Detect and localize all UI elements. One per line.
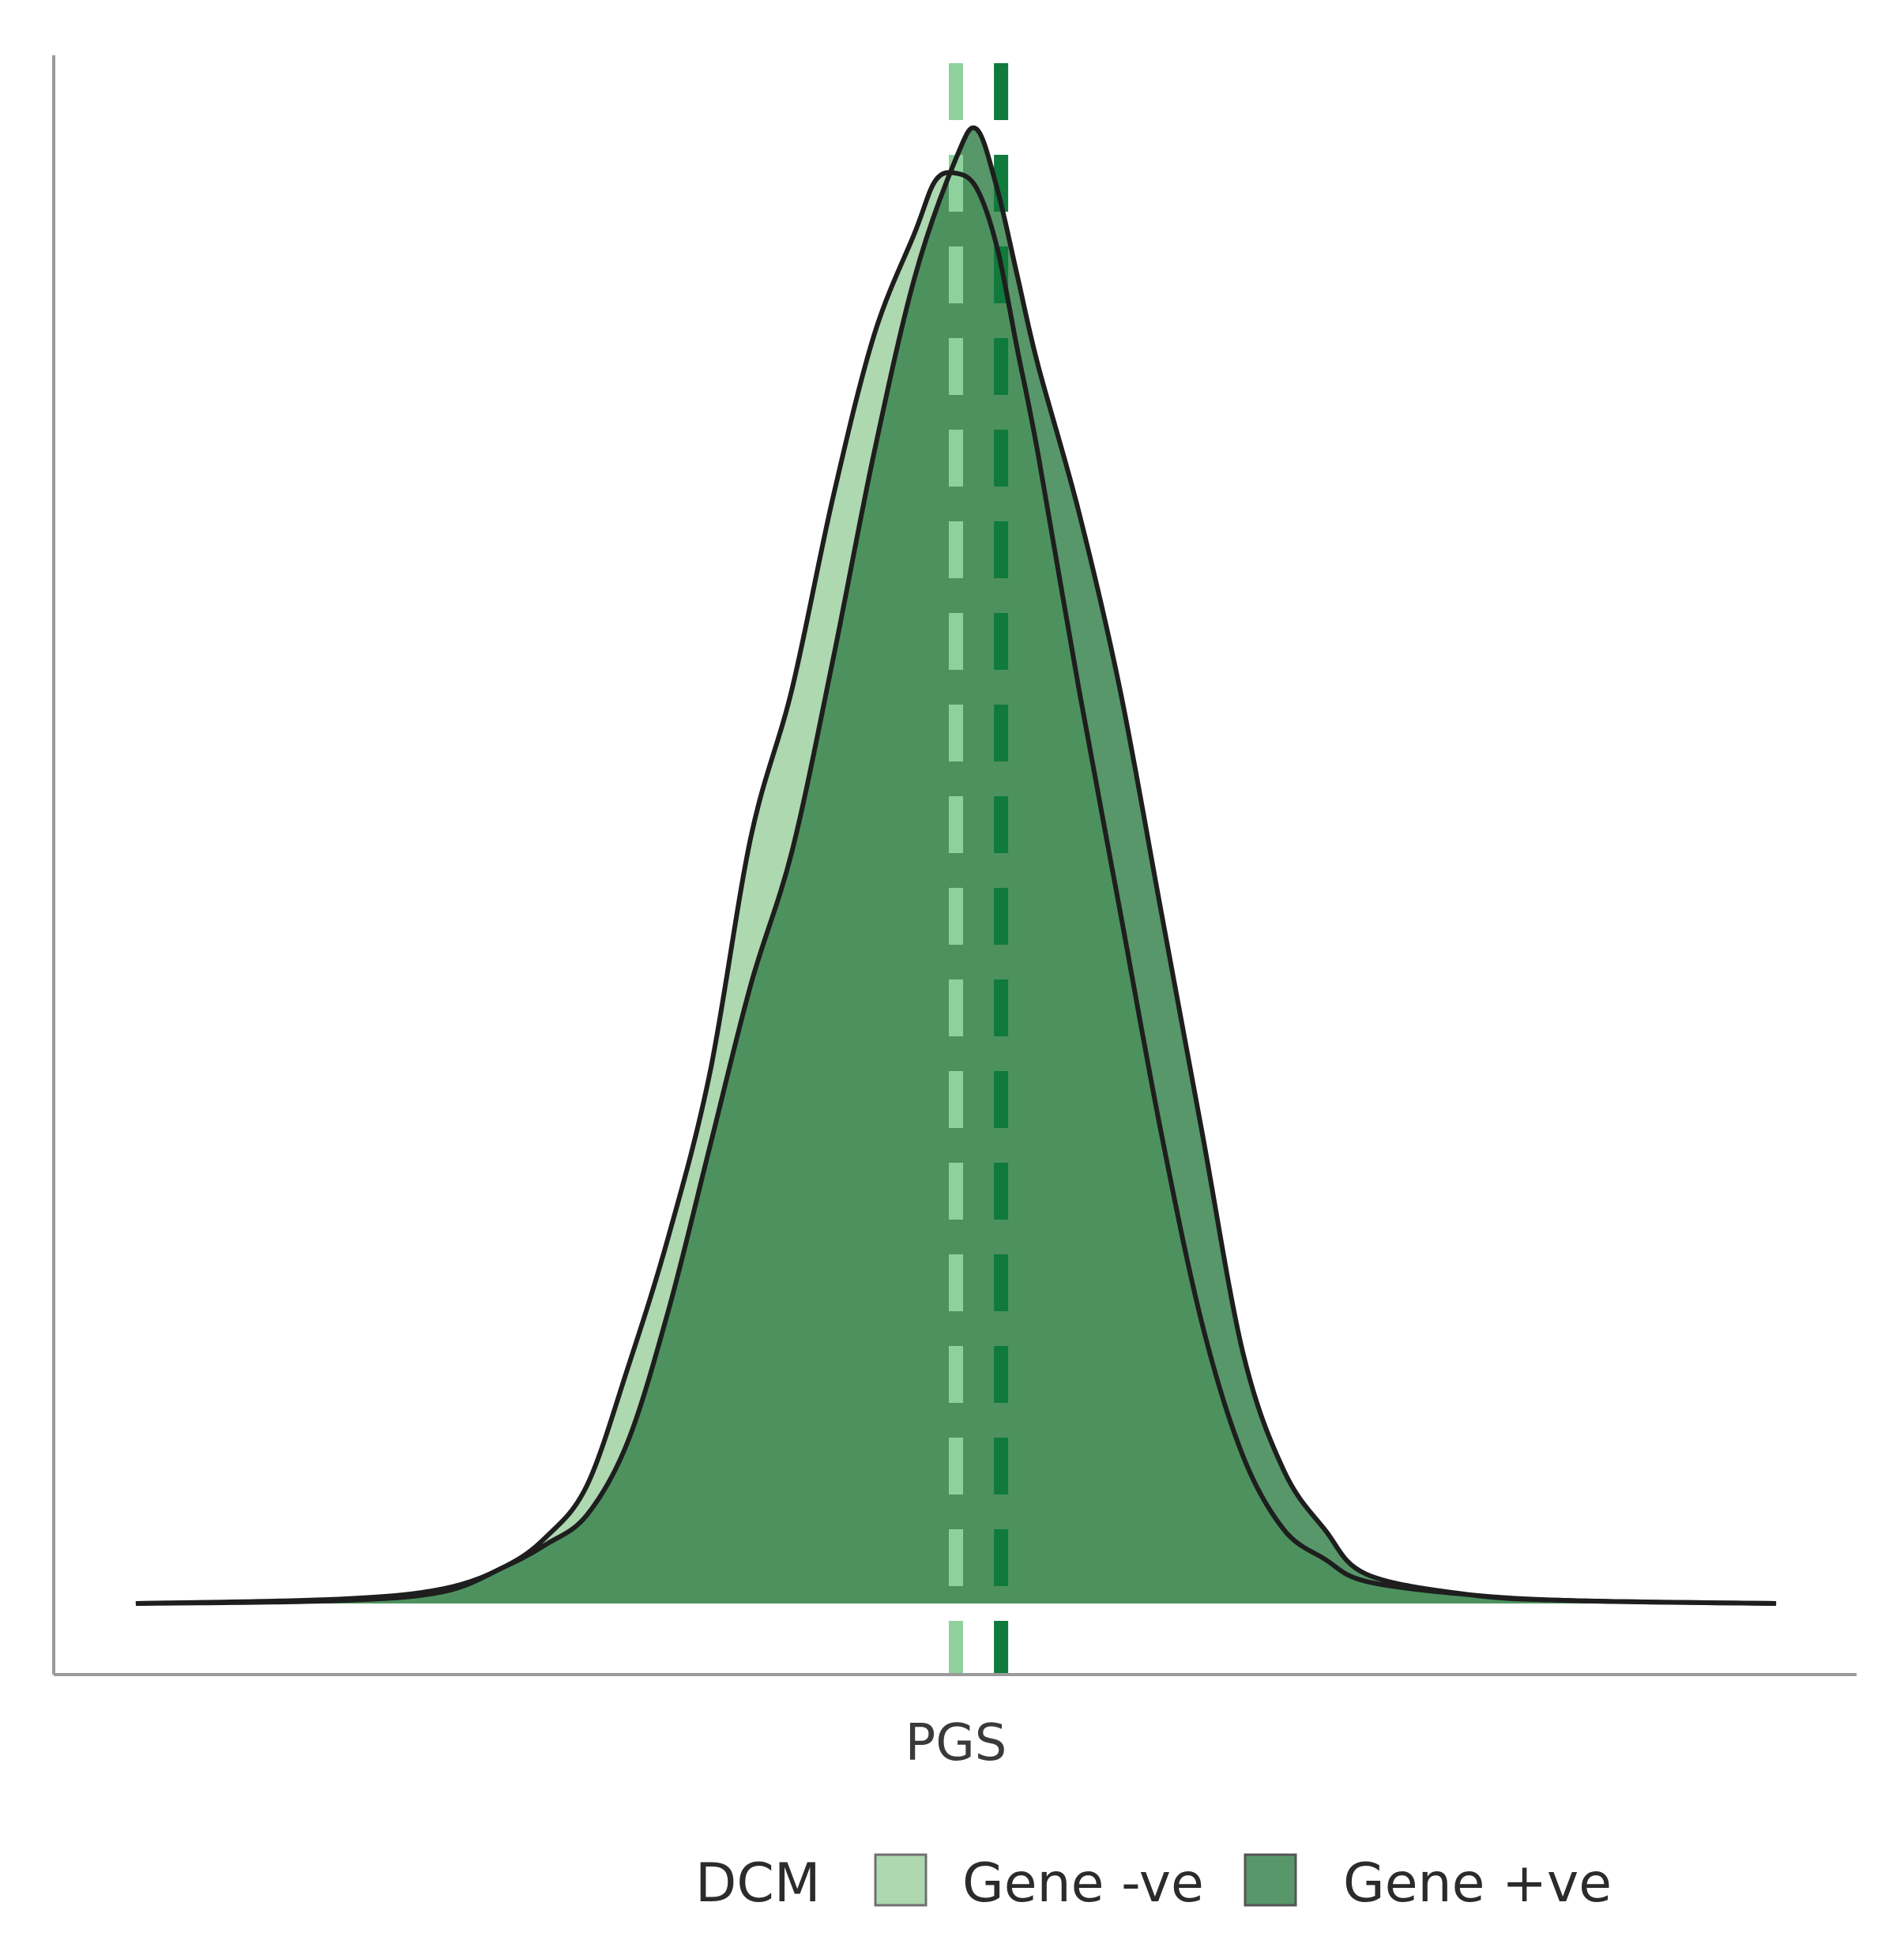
density-outline-gene-ve bbox=[135, 125, 1777, 1606]
legend-key-gene-pos bbox=[1244, 1853, 1297, 1907]
density-area-gene-ve bbox=[135, 127, 1777, 1604]
plot-area bbox=[135, 63, 1777, 1675]
legend-label-gene-neg: Gene -ve bbox=[962, 1852, 1204, 1915]
legend-key-gene-neg bbox=[874, 1853, 928, 1907]
legend: DCM Gene -ve Gene +ve bbox=[695, 1852, 1612, 1915]
legend-title: DCM bbox=[695, 1852, 821, 1915]
density-outlines bbox=[135, 125, 1777, 1606]
x-axis-title: PGS bbox=[905, 1714, 1007, 1773]
legend-label-gene-pos: Gene +ve bbox=[1343, 1852, 1612, 1915]
density-outline-gene-ve bbox=[135, 170, 1777, 1606]
